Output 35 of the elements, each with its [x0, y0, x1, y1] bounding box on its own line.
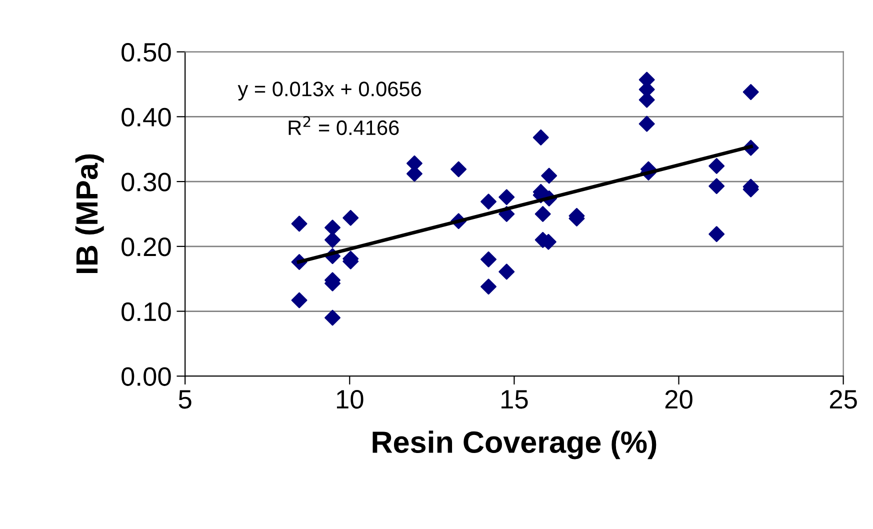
point — [498, 189, 515, 206]
y-axis-title: IB (MPa) — [75, 154, 104, 274]
y-tick-label: 0.00 — [122, 367, 171, 386]
y-tick-label: 0.10 — [122, 302, 171, 322]
y-tick-label: 0.20 — [122, 238, 171, 256]
point — [708, 178, 725, 194]
x-tick-label: 20 — [665, 390, 692, 409]
point — [534, 206, 551, 222]
point — [324, 310, 340, 326]
point — [291, 292, 308, 308]
point — [498, 264, 515, 280]
point — [480, 251, 497, 268]
point — [480, 194, 497, 210]
point — [291, 216, 308, 232]
x-tick-label: 10 — [336, 390, 364, 409]
x-tick-label: 15 — [502, 390, 528, 409]
point — [342, 210, 359, 226]
y-tick-label: 0.40 — [122, 108, 171, 127]
point — [324, 220, 340, 236]
point — [541, 168, 558, 184]
point — [638, 116, 655, 132]
point — [450, 161, 467, 178]
annotation: y = 0.013x + 0.0656 — [238, 82, 421, 100]
point — [532, 129, 549, 146]
x-axis-title: Resin Coverage (%) — [372, 430, 656, 460]
point — [708, 158, 725, 174]
point — [480, 278, 497, 295]
point — [708, 226, 725, 242]
x-tick-label: 5 — [178, 390, 192, 409]
y-tick-label: 0.30 — [122, 172, 171, 192]
point — [324, 232, 340, 248]
annotation: R$^{2}$ = 0.4166 — [288, 116, 399, 136]
point — [742, 84, 759, 100]
y-tick-label: 0.50 — [122, 42, 171, 62]
x-tick-label: 25 — [830, 390, 857, 409]
